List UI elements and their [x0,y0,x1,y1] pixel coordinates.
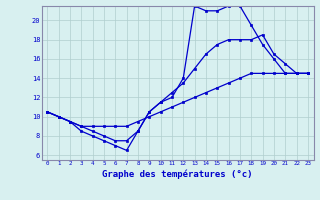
X-axis label: Graphe des températures (°c): Graphe des températures (°c) [102,169,253,179]
